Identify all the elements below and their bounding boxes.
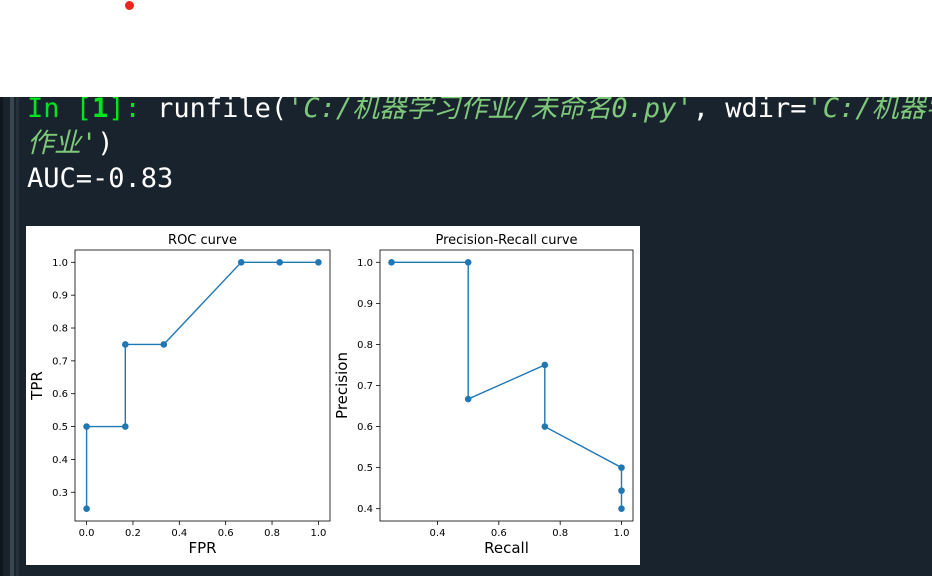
chart1-data-point bbox=[315, 259, 322, 266]
chart1-y-tick-label: 0.6 bbox=[52, 389, 68, 400]
input-line: In [1]: runfile('C:/机器学习作业/未命名0.py', wdi… bbox=[27, 97, 932, 126]
chart1-x-tick-label: 0.6 bbox=[218, 528, 234, 539]
code-filepath-string: 'C:/机器学习作业/未命名0.py' bbox=[287, 97, 693, 124]
chart1-data-point bbox=[83, 505, 90, 512]
chart2-data-point bbox=[541, 423, 549, 430]
chart2-y-tick-label: 0.5 bbox=[357, 463, 373, 474]
chart2-data-point bbox=[618, 487, 625, 494]
chart1-x-tick-label: 0.2 bbox=[125, 528, 141, 539]
chart1-series-line bbox=[85, 261, 319, 509]
chart2-y-tick-label: 0.4 bbox=[357, 504, 373, 515]
chart1-y-tick-label: 1.0 bbox=[52, 258, 68, 269]
chart2-axes-frame bbox=[379, 249, 634, 522]
window-top-area bbox=[0, 0, 932, 97]
chart2-x-axis-label: Recall bbox=[484, 539, 529, 557]
console-gutter bbox=[0, 97, 3, 576]
inline-figure: ROC curve 0.0 0.2 0.4 0.6 0.8 1.0 0.3 0.4 0.5 0.6 0… bbox=[26, 226, 640, 565]
code-close-paren: ) bbox=[97, 128, 114, 159]
input-prompt: In [ bbox=[27, 97, 93, 124]
chart2-x-tick-label: 0.6 bbox=[491, 528, 507, 539]
chart1-x-tick-label: 0.4 bbox=[171, 528, 187, 539]
chart2-x-tick-label: 1.0 bbox=[614, 528, 630, 539]
record-dot-icon bbox=[125, 1, 134, 10]
chart1-data-point bbox=[160, 341, 168, 348]
chart2-x-tick-label: 0.4 bbox=[430, 528, 446, 539]
chart1-y-tick-label: 0.8 bbox=[52, 324, 68, 335]
chart2-data-point bbox=[541, 361, 549, 369]
chart1-y-axis-label: TPR bbox=[28, 371, 46, 401]
figure-canvas: ROC curve 0.0 0.2 0.4 0.6 0.8 1.0 0.3 0.4 0.5 0.6 0… bbox=[28, 233, 634, 557]
code-function: runfile( bbox=[140, 97, 288, 124]
chart1-data-point bbox=[237, 259, 245, 266]
chart1-y-tick-label: 0.3 bbox=[52, 488, 68, 499]
code-wdir-string-start: 'C:/机器学 bbox=[806, 97, 932, 124]
code-wdir-string-end: 作业' bbox=[27, 128, 98, 159]
chart1-data-point bbox=[122, 341, 129, 348]
chart2-data-point bbox=[618, 464, 625, 471]
chart1-data-point bbox=[122, 423, 129, 430]
chart1-y-tick-label: 0.9 bbox=[52, 291, 68, 302]
chart1-x-tick-label: 0.0 bbox=[79, 528, 95, 539]
chart2-data-point bbox=[464, 259, 472, 266]
chart1-x-axis-label: FPR bbox=[188, 539, 216, 557]
chart2-series-line bbox=[391, 261, 623, 509]
chart2-y-axis-label: Precision bbox=[333, 352, 351, 419]
chart1-y-tick-label: 0.4 bbox=[52, 455, 68, 466]
chart2-x-tick-label: 0.8 bbox=[552, 528, 568, 539]
chart1-axes-frame bbox=[74, 249, 331, 522]
ipython-console[interactable]: In [1]: runfile('C:/机器学习作业/未命名0.py', wdi… bbox=[0, 97, 932, 576]
chart1-x-tick-label: 0.8 bbox=[264, 528, 280, 539]
chart1-title: ROC curve bbox=[168, 233, 237, 248]
chart1-y-tick-label: 0.5 bbox=[52, 422, 68, 433]
output-line: AUC=-0.83 bbox=[27, 163, 174, 194]
input-line-wrap: 作业') bbox=[27, 127, 114, 161]
chart1-y-tick-label: 0.7 bbox=[52, 356, 68, 367]
chart2-data-point bbox=[464, 395, 472, 403]
code-separator: , wdir= bbox=[692, 97, 807, 124]
chart1-x-tick-label: 1.0 bbox=[310, 528, 326, 539]
chart2-y-tick-label: 0.7 bbox=[357, 381, 373, 392]
chart2-y-tick-label: 0.9 bbox=[357, 299, 373, 310]
chart2-y-tick-label: 0.8 bbox=[357, 340, 373, 351]
console-divider bbox=[16, 97, 19, 576]
chart2-data-point bbox=[618, 505, 625, 512]
input-prompt-number: 1 bbox=[92, 97, 109, 124]
chart1-data-point bbox=[276, 259, 283, 266]
chart2-y-tick-label: 0.6 bbox=[357, 422, 373, 433]
chart2-title: Precision-Recall curve bbox=[435, 233, 577, 248]
chart1-data-point bbox=[83, 423, 90, 430]
chart2-data-point bbox=[388, 259, 395, 266]
console-scroll-edge bbox=[10, 97, 14, 576]
chart2-y-tick-label: 1.0 bbox=[357, 258, 373, 269]
input-prompt-close: ]: bbox=[108, 97, 141, 124]
